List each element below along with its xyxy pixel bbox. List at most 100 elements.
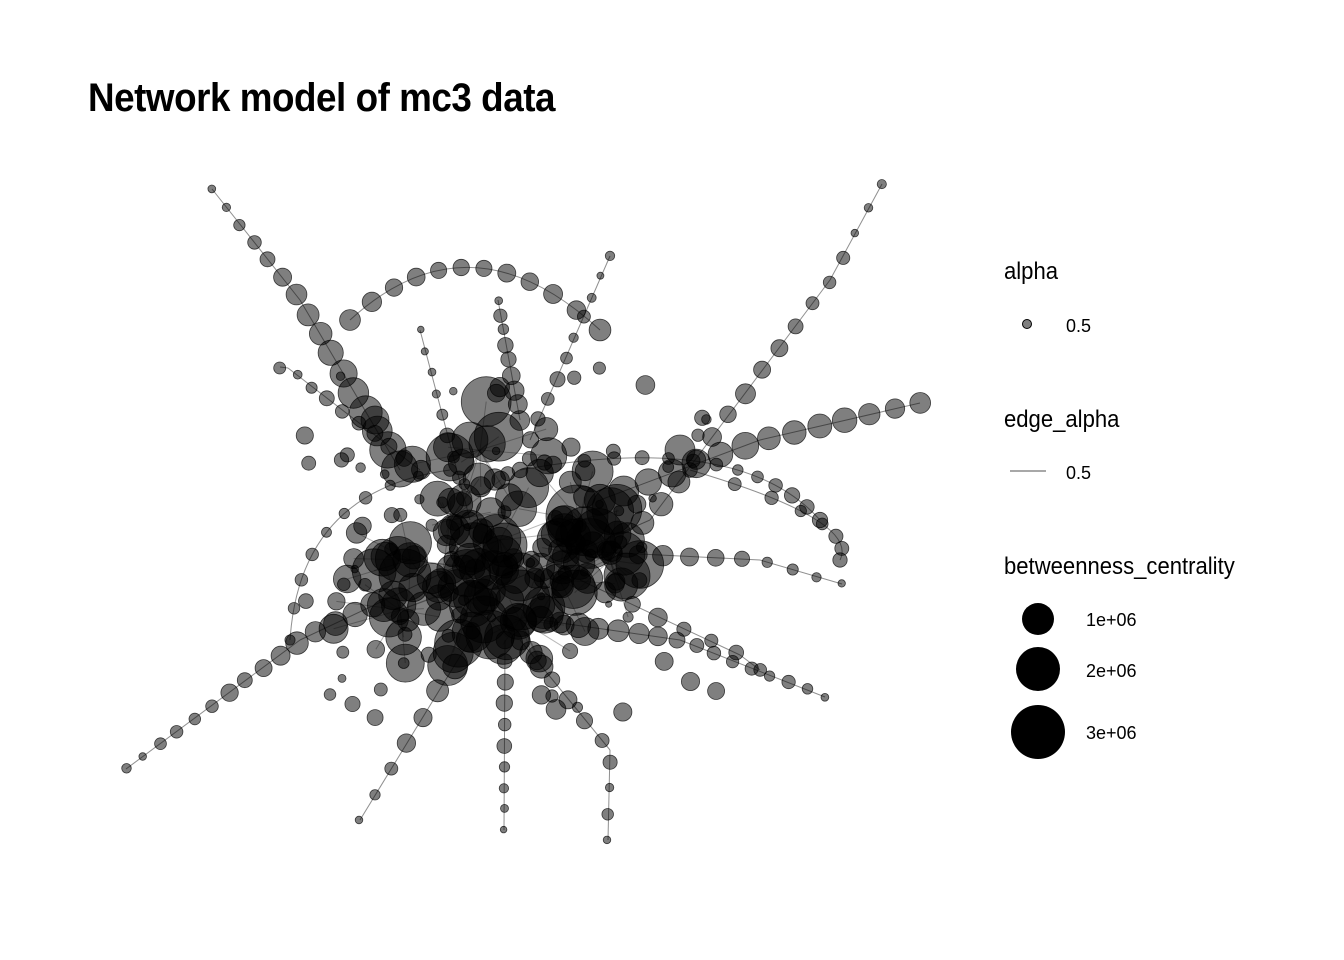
network-node: [820, 692, 830, 702]
network-node: [384, 542, 398, 556]
network-node: [430, 261, 448, 279]
network-node: [732, 464, 744, 476]
network-node: [496, 673, 514, 691]
network-node: [495, 694, 513, 712]
network-node: [532, 537, 553, 558]
network-node: [613, 702, 633, 722]
network-node: [220, 683, 239, 702]
network-node: [731, 431, 760, 460]
network-node: [458, 594, 470, 606]
network-node: [574, 460, 596, 482]
network-node: [327, 592, 346, 611]
network-node: [414, 494, 425, 505]
network-node: [436, 408, 449, 421]
network-node: [565, 532, 586, 554]
chart-title: Network model of mc3 data: [88, 76, 556, 120]
legend-size-label-2: 2e+06: [1086, 661, 1137, 681]
network-node: [121, 763, 132, 774]
network-node: [648, 607, 668, 628]
network-node: [378, 548, 432, 602]
network-node: [397, 626, 413, 642]
network-node: [837, 579, 846, 588]
legend-edge-alpha-key: [1010, 470, 1046, 472]
network-node: [604, 250, 616, 261]
network-node: [634, 468, 662, 496]
network-node: [525, 557, 536, 568]
network-node: [654, 652, 674, 671]
network-node: [734, 550, 751, 567]
network-node: [794, 504, 807, 518]
network-node: [782, 420, 807, 445]
network-node: [805, 296, 820, 311]
network-node: [489, 569, 551, 631]
legend-edge-alpha-label: 0.5: [1066, 463, 1092, 483]
network-node: [884, 398, 906, 419]
network-node: [735, 383, 756, 405]
network-node: [498, 761, 511, 773]
network-node: [493, 308, 508, 323]
network-node: [596, 271, 605, 280]
network-node: [446, 514, 463, 531]
network-node: [497, 323, 510, 335]
network-node: [384, 278, 404, 297]
network-node: [259, 251, 276, 268]
network-node: [458, 478, 471, 491]
network-node: [425, 518, 439, 532]
network-node: [337, 577, 351, 592]
network-node: [406, 267, 426, 287]
network-node: [622, 611, 634, 623]
network-node: [500, 804, 509, 813]
network-node: [361, 291, 382, 312]
network-node: [540, 392, 555, 406]
network-node: [486, 383, 506, 403]
network-node: [254, 659, 273, 677]
network-node: [594, 733, 610, 748]
network-node: [560, 351, 573, 365]
network-node: [309, 322, 333, 346]
network-node: [572, 701, 584, 713]
network-node: [301, 455, 317, 471]
network-node: [413, 708, 433, 728]
network-node: [592, 361, 606, 375]
network-node: [221, 202, 231, 212]
network-edge: [529, 255, 611, 441]
network-node: [728, 644, 744, 661]
network-node: [355, 462, 366, 473]
network-node: [602, 754, 618, 770]
network-node: [475, 259, 493, 277]
legend-alpha-key: [1022, 319, 1032, 329]
network-node: [318, 390, 335, 407]
network-node: [568, 332, 579, 343]
network-node: [169, 725, 184, 739]
network-node: [613, 535, 628, 550]
legend-edge-alpha-title: edge_alpha: [1004, 406, 1120, 433]
node-layer: [121, 179, 931, 845]
network-node: [704, 633, 719, 648]
network-node: [664, 434, 696, 466]
network-node: [494, 296, 504, 306]
network-node: [549, 371, 566, 388]
network-node: [536, 454, 553, 471]
legend-size-label-3: 3e+06: [1086, 723, 1137, 743]
network-node: [491, 446, 501, 456]
network-node: [764, 490, 779, 505]
network-node: [807, 413, 833, 439]
network-node: [605, 443, 621, 459]
network-node: [570, 617, 600, 646]
network-node: [441, 628, 456, 643]
network-node: [525, 644, 554, 673]
network-node: [520, 272, 540, 291]
network-node: [344, 696, 361, 713]
network-node: [482, 522, 528, 568]
network-node: [207, 184, 217, 194]
network-node: [285, 283, 308, 306]
network-node: [360, 405, 390, 435]
network-node: [486, 613, 497, 623]
network-node: [628, 623, 650, 645]
network-node: [335, 371, 346, 381]
network-node: [449, 387, 458, 396]
network-node: [604, 782, 615, 793]
legend-alpha-label: 0.5: [1066, 316, 1092, 336]
network-node: [366, 640, 386, 659]
